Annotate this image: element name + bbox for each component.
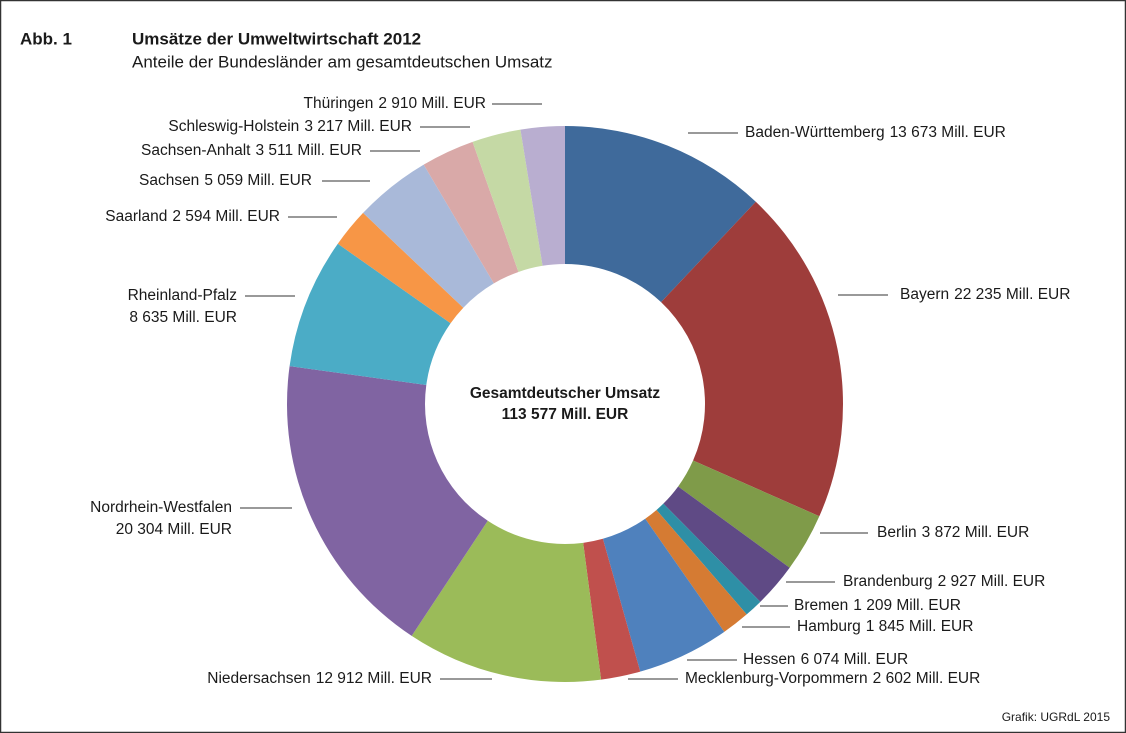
slice-label: Bremen [794, 597, 848, 614]
value-label: 2 927 Mill. EUR [938, 573, 1046, 590]
slice-label-group: Brandenburg 2 927 Mill. EUR [843, 573, 1045, 590]
chart-subtitle: Anteile der Bundesländer am gesamtdeutsc… [132, 52, 553, 71]
donut-slice [645, 509, 747, 632]
donut-slice [337, 212, 464, 324]
donut-slice [423, 141, 519, 284]
slice-label: Hessen [743, 651, 796, 668]
donut-slice [663, 486, 790, 602]
value-label: 12 912 Mill. EUR [316, 670, 432, 687]
value-label: 20 304 Mill. EUR [116, 521, 232, 538]
slice-label: Saarland [105, 208, 167, 225]
slice-label: Sachsen-Anhalt [141, 142, 251, 159]
slice-label-group: Sachsen-Anhalt 3 511 Mill. EUR [141, 142, 362, 159]
slice-label-group: Saarland 2 594 Mill. EUR [105, 208, 280, 225]
slice-label: Schleswig-Holstein [168, 118, 299, 135]
value-label: 3 511 Mill. EUR [255, 142, 362, 159]
donut-slice [602, 518, 725, 672]
value-label: 1 209 Mill. EUR [853, 597, 961, 614]
figure-label: Abb. 1 [20, 29, 72, 48]
slice-label: Sachsen [139, 172, 199, 189]
value-label: 2 602 Mill. EUR [873, 670, 981, 687]
value-label: 1 845 Mill. EUR [866, 618, 974, 635]
slice-label-group: Niedersachsen 12 912 Mill. EUR [207, 670, 432, 687]
donut-slice [656, 503, 761, 615]
value-label: 8 635 Mill. EUR [129, 309, 237, 326]
slice-label-group: Thüringen 2 910 Mill. EUR [304, 95, 486, 112]
slice-label: Hamburg [797, 618, 861, 635]
value-label: 2 910 Mill. EUR [378, 95, 486, 112]
slice-label: Bayern [900, 286, 949, 303]
value-label: 3 872 Mill. EUR [922, 524, 1030, 541]
donut-slice [411, 520, 602, 683]
value-label: 5 059 Mill. EUR [204, 172, 312, 189]
slice-label: Nordrhein-Westfalen [90, 499, 232, 516]
slice-label: Niedersachsen [207, 670, 310, 687]
slice-label-group: Bayern 22 235 Mill. EUR [900, 286, 1070, 303]
donut-slice [472, 129, 543, 272]
slice-label: Berlin [877, 524, 917, 541]
donut-slice [520, 126, 565, 266]
value-label: 6 074 Mill. EUR [801, 651, 909, 668]
value-label: 13 673 Mill. EUR [890, 124, 1006, 141]
slice-label-group: Baden-Württemberg 13 673 Mill. EUR [745, 124, 1006, 141]
value-label: 2 594 Mill. EUR [172, 208, 280, 225]
center-label: 113 577 Mill. EUR [502, 406, 629, 423]
donut-slice [678, 460, 820, 568]
donut-slice [363, 164, 494, 308]
slice-label-group: Hessen 6 074 Mill. EUR [743, 651, 908, 668]
slice-label-group: Hamburg 1 845 Mill. EUR [797, 618, 973, 635]
slice-label: Mecklenburg-Vorpommern [685, 670, 868, 687]
value-label: 3 217 Mill. EUR [304, 118, 412, 135]
donut-slice [287, 366, 488, 636]
slice-label-group: Bremen 1 209 Mill. EUR [794, 597, 961, 614]
slice-label-group: Schleswig-Holstein 3 217 Mill. EUR [168, 118, 412, 135]
source: Grafik: UGRdL 2015 [1002, 710, 1111, 724]
donut-slice [289, 243, 451, 385]
chart-title: Umsätze der Umweltwirtschaft 2012 [132, 29, 421, 48]
donut-slice [661, 201, 843, 517]
slice-label-group: Sachsen 5 059 Mill. EUR [139, 172, 312, 189]
donut-slice [583, 538, 641, 680]
slice-label: Rheinland-Pfalz [128, 287, 237, 304]
slice-label-group: Berlin 3 872 Mill. EUR [877, 524, 1029, 541]
slice-label: Thüringen [304, 95, 374, 112]
slice-label: Brandenburg [843, 573, 933, 590]
slice-label: Baden-Württemberg [745, 124, 885, 141]
center-label: Gesamtdeutscher Umsatz [470, 385, 661, 402]
slice-label-group: Mecklenburg-Vorpommern 2 602 Mill. EUR [685, 670, 980, 687]
donut-slice [565, 126, 756, 303]
value-label: 22 235 Mill. EUR [954, 286, 1070, 303]
